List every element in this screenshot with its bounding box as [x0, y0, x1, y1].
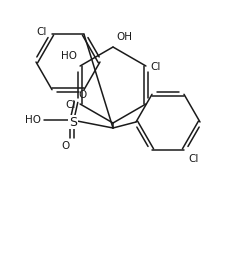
Text: Cl: Cl	[150, 62, 160, 72]
Text: O: O	[62, 141, 70, 151]
Text: S: S	[69, 116, 77, 129]
Text: Cl: Cl	[66, 100, 76, 110]
Text: Cl: Cl	[188, 154, 198, 164]
Text: OH: OH	[116, 32, 132, 42]
Text: Cl: Cl	[37, 27, 47, 37]
Text: HO: HO	[25, 115, 41, 125]
Text: HO: HO	[61, 51, 77, 61]
Text: O: O	[78, 90, 86, 100]
